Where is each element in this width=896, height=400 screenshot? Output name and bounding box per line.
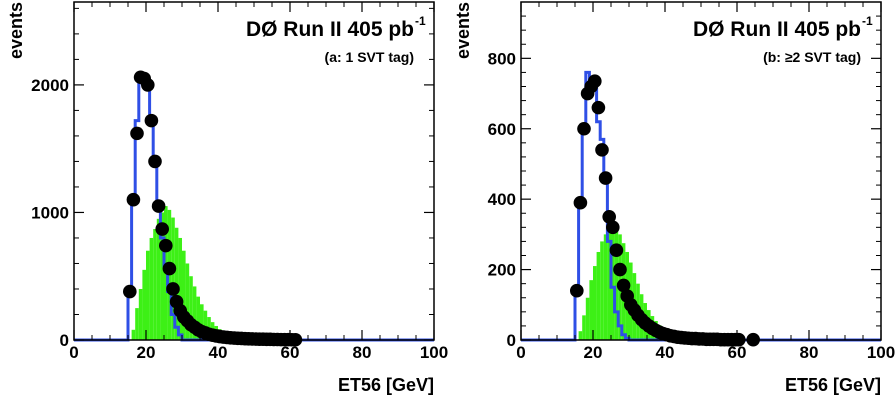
chart-title-superscript: -1 [862, 14, 873, 28]
y-tick-label: 1000 [31, 203, 69, 222]
green-histogram-bin [593, 266, 597, 340]
data-point [602, 209, 616, 224]
green-histogram-bin [578, 331, 583, 340]
green-histogram-bin [189, 276, 193, 340]
blue-histogram-line [74, 75, 434, 342]
green-histogram-bin [182, 250, 186, 340]
chart-panel-b: 0 20 40 60 80 100 0 200 400 600 800 DØ Run II 405 … [453, 1, 895, 395]
green-histogram-bin [156, 218, 161, 340]
data-point [606, 220, 620, 235]
chart-subtitle: (b: ≥2 SVT tag) [763, 49, 861, 65]
green-histogram-bin [178, 237, 182, 340]
y-tick-label: 0 [60, 331, 69, 350]
green-histogram-bin [607, 229, 611, 340]
x-tick-label: 20 [584, 343, 603, 362]
green-histogram-bin [585, 297, 590, 340]
x-tick-label: 40 [656, 343, 675, 362]
green-histogram-bin [146, 250, 150, 340]
x-tick-label: 60 [281, 343, 300, 362]
green-histogram-bin [171, 217, 175, 340]
y-tick-label: 200 [488, 261, 516, 280]
x-tick-label: 20 [137, 343, 156, 362]
data-point [159, 238, 173, 253]
data-point [573, 195, 588, 210]
green-histogram [131, 206, 276, 340]
x-tick-label: 80 [800, 343, 819, 362]
data-point [591, 100, 606, 115]
x-tick-label: 0 [69, 343, 78, 362]
data-point [166, 282, 180, 296]
x-tick-label: 80 [353, 343, 372, 362]
data-point [155, 222, 169, 236]
y-tick-label: 2000 [31, 76, 69, 95]
x-tick-label: 40 [209, 343, 228, 362]
data-point [123, 284, 137, 299]
x-axis-label: ET56 [GeV] [785, 375, 881, 395]
x-axis-label: ET56 [GeV] [338, 375, 434, 395]
green-histogram-bin [203, 310, 208, 340]
data-point [162, 261, 177, 276]
green-histogram-bin [200, 304, 204, 340]
data-point [613, 262, 627, 277]
x-tick-label: 100 [420, 343, 448, 362]
green-histogram-bin [192, 286, 197, 340]
data-point [598, 171, 613, 185]
data-point [616, 278, 631, 293]
green-histogram-bin [135, 308, 139, 340]
x-tick-label: 0 [516, 343, 525, 362]
green-histogram-bin [603, 234, 608, 340]
y-tick-label: 600 [488, 120, 516, 139]
green-histogram-bin [185, 263, 190, 340]
chart-title-superscript: -1 [415, 14, 426, 28]
data-points [570, 74, 760, 347]
blue-histogram [74, 75, 434, 342]
data-point [141, 78, 155, 92]
green-histogram-bin [582, 315, 586, 340]
x-tick-label: 100 [867, 343, 895, 362]
data-point [151, 199, 166, 213]
green-histogram-bin [596, 251, 601, 340]
y-tick-label: 400 [488, 190, 516, 209]
y-axis-label: events [453, 2, 473, 59]
green-histogram-bin [614, 227, 619, 340]
chart-title: DØ Run II 405 pb [693, 18, 861, 41]
data-point [130, 126, 144, 141]
data-point [144, 113, 159, 128]
data-point [588, 74, 602, 89]
blue-histogram-line [521, 70, 881, 342]
green-histogram-bin [611, 225, 615, 340]
green-histogram-bin [196, 296, 200, 340]
chart-title: DØ Run II 405 pb [246, 18, 414, 41]
data-point [609, 243, 624, 258]
green-histogram-bin [149, 237, 154, 340]
green-histogram-bin [138, 288, 143, 340]
axis-ticks: 0 20 40 60 80 100 0 200 400 600 800 [488, 1, 895, 362]
chart-subtitle: (a: 1 SVT tag) [325, 49, 414, 65]
blue-histogram [521, 70, 881, 342]
data-point [577, 121, 591, 136]
data-point [148, 154, 162, 169]
green-histogram-bin [600, 241, 604, 340]
green-histogram-bin [589, 280, 593, 340]
x-tick-label: 60 [728, 343, 747, 362]
green-histogram-bin [153, 229, 157, 340]
green-histogram-bin [131, 329, 136, 340]
green-histogram-bin [142, 269, 146, 340]
y-tick-label: 0 [507, 331, 516, 350]
data-point [595, 143, 609, 157]
y-tick-label: 800 [488, 49, 516, 68]
green-histogram-bin [160, 212, 164, 340]
data-point [570, 283, 584, 298]
data-point [126, 192, 141, 207]
y-axis-label: events [6, 2, 26, 59]
